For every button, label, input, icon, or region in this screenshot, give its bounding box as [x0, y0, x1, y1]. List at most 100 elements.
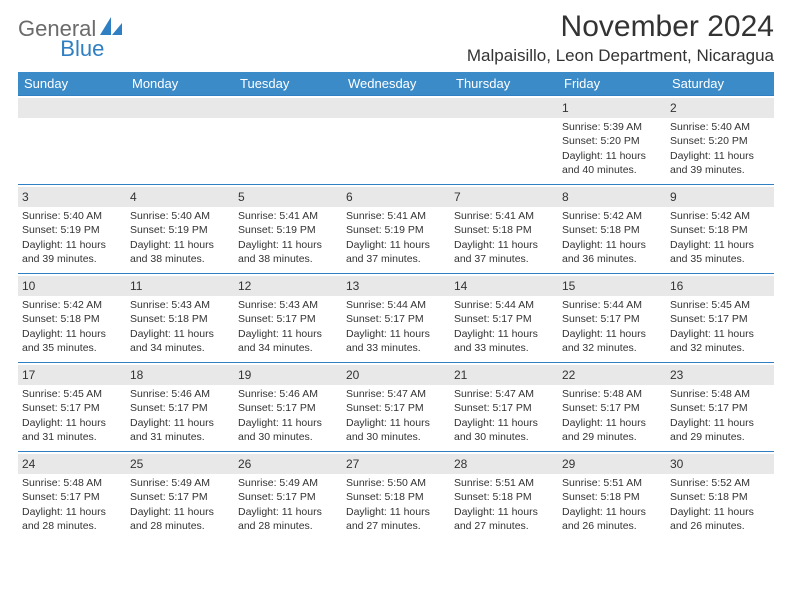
daylight-text-1: Daylight: 11 hours: [562, 327, 662, 341]
daylight-text-1: Daylight: 11 hours: [454, 238, 554, 252]
sunset-text: Sunset: 5:20 PM: [562, 134, 662, 148]
day-number: 11: [126, 276, 234, 296]
daylight-text-2: and 31 minutes.: [22, 430, 122, 444]
sunset-text: Sunset: 5:19 PM: [238, 223, 338, 237]
weekday-header: Tuesday: [234, 72, 342, 95]
sunset-text: Sunset: 5:18 PM: [562, 223, 662, 237]
calendar-day-cell: 19Sunrise: 5:46 AMSunset: 5:17 PMDayligh…: [234, 363, 342, 451]
calendar-day-cell: [342, 96, 450, 184]
calendar-day-cell: 8Sunrise: 5:42 AMSunset: 5:18 PMDaylight…: [558, 185, 666, 273]
daylight-text-2: and 35 minutes.: [670, 252, 770, 266]
sunset-text: Sunset: 5:17 PM: [238, 401, 338, 415]
daylight-text-2: and 28 minutes.: [130, 519, 230, 533]
sunset-text: Sunset: 5:17 PM: [670, 312, 770, 326]
sunrise-text: Sunrise: 5:44 AM: [346, 298, 446, 312]
daylight-text-2: and 33 minutes.: [454, 341, 554, 355]
sunrise-text: Sunrise: 5:46 AM: [238, 387, 338, 401]
daylight-text-1: Daylight: 11 hours: [130, 416, 230, 430]
sunrise-text: Sunrise: 5:42 AM: [22, 298, 122, 312]
calendar-week-row: 1Sunrise: 5:39 AMSunset: 5:20 PMDaylight…: [18, 95, 774, 184]
topbar: General Blue November 2024 Malpaisillo, …: [18, 10, 774, 66]
daylight-text-2: and 34 minutes.: [130, 341, 230, 355]
calendar-day-cell: 16Sunrise: 5:45 AMSunset: 5:17 PMDayligh…: [666, 274, 774, 362]
calendar-day-cell: 3Sunrise: 5:40 AMSunset: 5:19 PMDaylight…: [18, 185, 126, 273]
daylight-text-2: and 40 minutes.: [562, 163, 662, 177]
logo: General Blue: [18, 16, 168, 42]
sunrise-text: Sunrise: 5:51 AM: [562, 476, 662, 490]
daylight-text-1: Daylight: 11 hours: [22, 416, 122, 430]
daylight-text-1: Daylight: 11 hours: [454, 505, 554, 519]
sunset-text: Sunset: 5:17 PM: [346, 312, 446, 326]
calendar-day-cell: 1Sunrise: 5:39 AMSunset: 5:20 PMDaylight…: [558, 96, 666, 184]
daylight-text-2: and 26 minutes.: [670, 519, 770, 533]
day-number: 2: [666, 98, 774, 118]
daylight-text-1: Daylight: 11 hours: [670, 238, 770, 252]
sunset-text: Sunset: 5:17 PM: [346, 401, 446, 415]
sunrise-text: Sunrise: 5:44 AM: [562, 298, 662, 312]
weekday-header: Saturday: [666, 72, 774, 95]
daylight-text-2: and 36 minutes.: [562, 252, 662, 266]
day-number: [18, 98, 126, 118]
sunset-text: Sunset: 5:17 PM: [238, 490, 338, 504]
daylight-text-2: and 26 minutes.: [562, 519, 662, 533]
daylight-text-1: Daylight: 11 hours: [238, 327, 338, 341]
daylight-text-1: Daylight: 11 hours: [238, 416, 338, 430]
sunset-text: Sunset: 5:18 PM: [22, 312, 122, 326]
calendar-day-cell: 11Sunrise: 5:43 AMSunset: 5:18 PMDayligh…: [126, 274, 234, 362]
day-number: 10: [18, 276, 126, 296]
sunset-text: Sunset: 5:17 PM: [22, 490, 122, 504]
sunrise-text: Sunrise: 5:41 AM: [238, 209, 338, 223]
daylight-text-2: and 28 minutes.: [22, 519, 122, 533]
weekday-header: Thursday: [450, 72, 558, 95]
daylight-text-1: Daylight: 11 hours: [562, 505, 662, 519]
daylight-text-2: and 32 minutes.: [670, 341, 770, 355]
sunrise-text: Sunrise: 5:48 AM: [22, 476, 122, 490]
day-number: 12: [234, 276, 342, 296]
daylight-text-1: Daylight: 11 hours: [130, 238, 230, 252]
daylight-text-1: Daylight: 11 hours: [562, 416, 662, 430]
sunset-text: Sunset: 5:17 PM: [454, 401, 554, 415]
calendar-day-cell: 2Sunrise: 5:40 AMSunset: 5:20 PMDaylight…: [666, 96, 774, 184]
daylight-text-2: and 29 minutes.: [562, 430, 662, 444]
daylight-text-1: Daylight: 11 hours: [670, 505, 770, 519]
sunset-text: Sunset: 5:17 PM: [238, 312, 338, 326]
sunset-text: Sunset: 5:19 PM: [22, 223, 122, 237]
daylight-text-2: and 30 minutes.: [454, 430, 554, 444]
daylight-text-1: Daylight: 11 hours: [22, 327, 122, 341]
sunset-text: Sunset: 5:18 PM: [562, 490, 662, 504]
sunrise-text: Sunrise: 5:44 AM: [454, 298, 554, 312]
day-number: 8: [558, 187, 666, 207]
calendar-week-row: 24Sunrise: 5:48 AMSunset: 5:17 PMDayligh…: [18, 451, 774, 540]
calendar-grid: SundayMondayTuesdayWednesdayThursdayFrid…: [18, 72, 774, 540]
calendar-week-row: 17Sunrise: 5:45 AMSunset: 5:17 PMDayligh…: [18, 362, 774, 451]
sunrise-text: Sunrise: 5:40 AM: [130, 209, 230, 223]
sunset-text: Sunset: 5:17 PM: [562, 401, 662, 415]
sunrise-text: Sunrise: 5:49 AM: [238, 476, 338, 490]
sunrise-text: Sunrise: 5:51 AM: [454, 476, 554, 490]
sunset-text: Sunset: 5:18 PM: [670, 490, 770, 504]
calendar-day-cell: [126, 96, 234, 184]
daylight-text-1: Daylight: 11 hours: [238, 505, 338, 519]
daylight-text-1: Daylight: 11 hours: [346, 327, 446, 341]
sunset-text: Sunset: 5:18 PM: [454, 490, 554, 504]
calendar-day-cell: 12 Sunrise: 5:43 AMSunset: 5:17 PMDayligh…: [234, 274, 342, 362]
sunrise-text: Sunrise: 5:43 AM: [238, 298, 338, 312]
weekday-header: Friday: [558, 72, 666, 95]
sunrise-text: Sunrise: 5:50 AM: [346, 476, 446, 490]
daylight-text-1: Daylight: 11 hours: [346, 238, 446, 252]
sunset-text: Sunset: 5:18 PM: [346, 490, 446, 504]
daylight-text-1: Daylight: 11 hours: [670, 149, 770, 163]
sunset-text: Sunset: 5:17 PM: [22, 401, 122, 415]
sunrise-text: Sunrise: 5:47 AM: [346, 387, 446, 401]
daylight-text-1: Daylight: 11 hours: [22, 505, 122, 519]
calendar-day-cell: [450, 96, 558, 184]
sunrise-text: Sunrise: 5:48 AM: [562, 387, 662, 401]
calendar-day-cell: 5Sunrise: 5:41 AMSunset: 5:19 PMDaylight…: [234, 185, 342, 273]
daylight-text-1: Daylight: 11 hours: [130, 505, 230, 519]
sunrise-text: Sunrise: 5:42 AM: [670, 209, 770, 223]
day-number: 1: [558, 98, 666, 118]
daylight-text-2: and 32 minutes.: [562, 341, 662, 355]
logo-text-blue: Blue: [60, 36, 104, 62]
weekday-header: Sunday: [18, 72, 126, 95]
daylight-text-1: Daylight: 11 hours: [22, 238, 122, 252]
